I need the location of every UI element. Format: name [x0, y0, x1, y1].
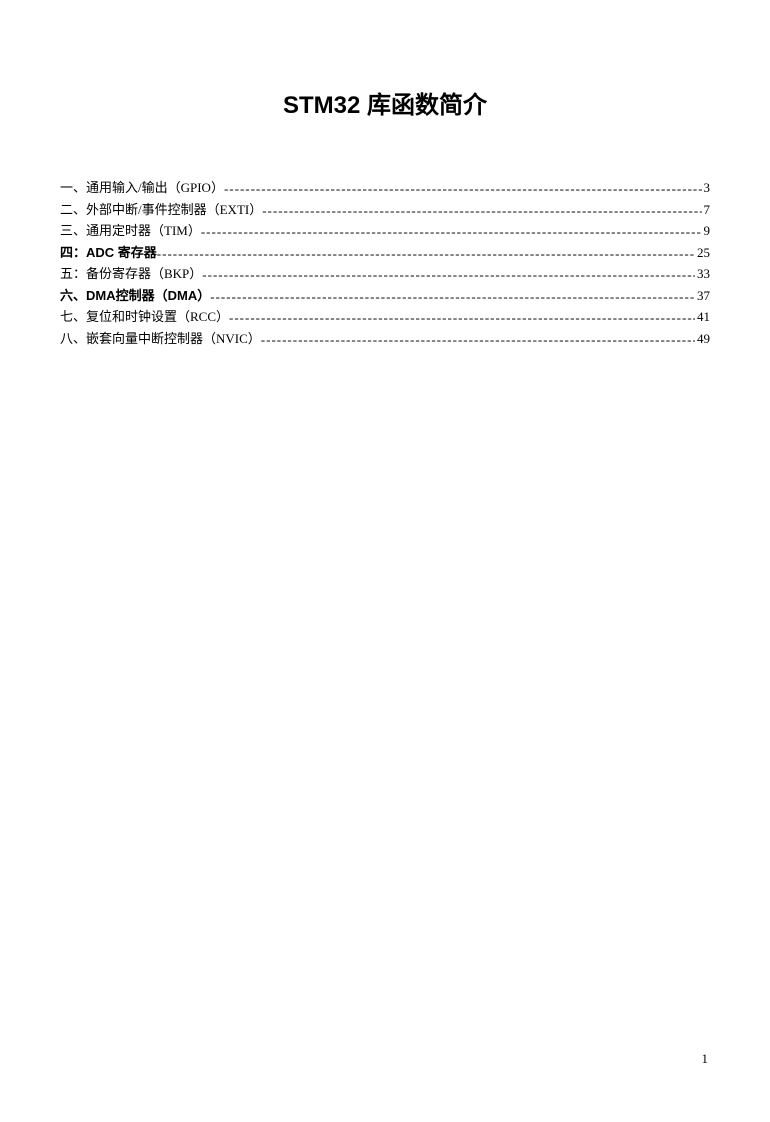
toc-label: 五：备份寄存器（BKP） [60, 264, 202, 284]
toc-entry: 三、通用定时器（TIM） 9 [60, 221, 710, 241]
toc-label: 四：ADC 寄存器 [60, 243, 157, 263]
toc-leader [201, 222, 702, 235]
toc-label: 八、嵌套向量中断控制器（NVIC） [60, 329, 261, 349]
toc-entry: 七、复位和时钟设置（RCC） 41 [60, 307, 710, 327]
toc-page-number: 9 [702, 221, 711, 241]
toc-entry: 五：备份寄存器（BKP） 33 [60, 264, 710, 284]
toc-leader [229, 308, 695, 321]
toc-page-number: 37 [695, 286, 710, 306]
toc-leader [224, 179, 702, 192]
toc-page-number: 3 [702, 178, 711, 198]
toc-page-number: 33 [695, 264, 710, 284]
toc-label: 六、DMA控制器（DMA） [60, 286, 210, 306]
toc-leader [210, 287, 695, 300]
toc-leader [261, 330, 695, 343]
toc-page-number: 49 [695, 329, 710, 349]
toc-entry: 六、DMA控制器（DMA） 37 [60, 286, 710, 306]
toc-label: 二、外部中断/事件控制器（EXTI） [60, 200, 262, 220]
toc-leader [262, 201, 701, 214]
toc-leader [157, 244, 695, 257]
toc-label: 七、复位和时钟设置（RCC） [60, 307, 229, 327]
toc-entry: 四：ADC 寄存器 25 [60, 243, 710, 263]
toc-page-number: 25 [695, 243, 710, 263]
toc-label: 一、通用输入/输出（GPIO） [60, 178, 224, 198]
toc-entry: 八、嵌套向量中断控制器（NVIC） 49 [60, 329, 710, 349]
toc-leader [202, 265, 695, 278]
table-of-contents: 一、通用输入/输出（GPIO） 3 二、外部中断/事件控制器（EXTI） 7 三… [60, 178, 710, 348]
page-number: 1 [702, 1051, 709, 1067]
toc-page-number: 7 [702, 200, 711, 220]
toc-page-number: 41 [695, 307, 710, 327]
document-title: STM32 库函数简介 [60, 85, 710, 120]
toc-label: 三、通用定时器（TIM） [60, 221, 201, 241]
toc-entry: 一、通用输入/输出（GPIO） 3 [60, 178, 710, 198]
toc-entry: 二、外部中断/事件控制器（EXTI） 7 [60, 200, 710, 220]
